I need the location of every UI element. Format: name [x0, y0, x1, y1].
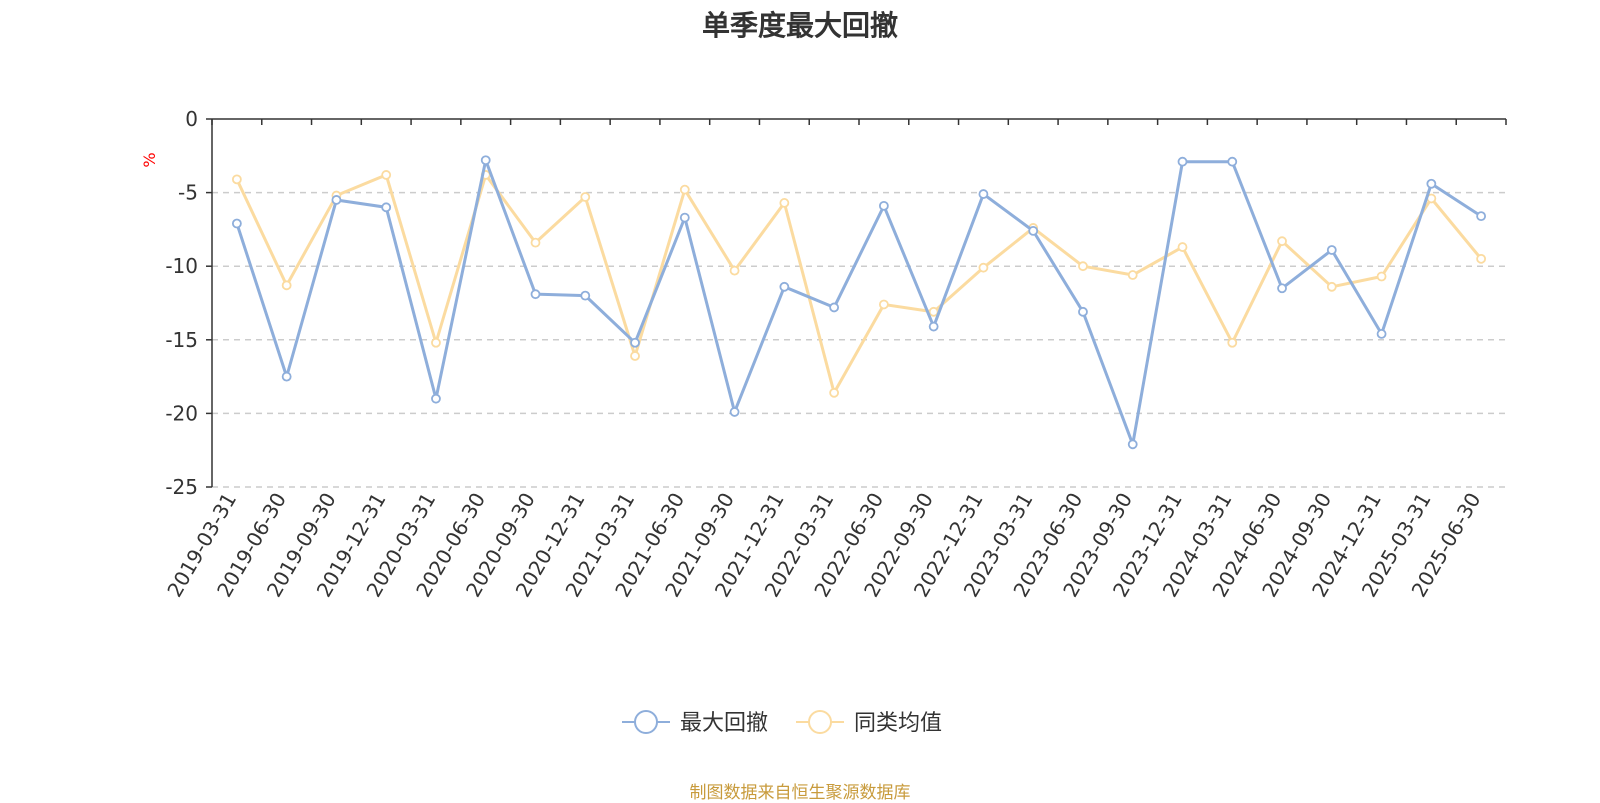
data-point[interactable] [1376, 271, 1387, 282]
legend-marker-icon [634, 710, 658, 734]
data-point[interactable] [580, 290, 591, 301]
legend-item-2[interactable]: 同类均值 [796, 710, 942, 736]
data-point[interactable] [281, 371, 292, 382]
legend-label: 同类均值 [854, 711, 942, 736]
data-point[interactable] [1078, 306, 1088, 317]
legend[interactable]: 最大回撤 同类均值 [622, 710, 942, 736]
data-point[interactable] [480, 155, 491, 166]
data-point[interactable] [231, 174, 242, 185]
data-point[interactable] [878, 200, 889, 211]
data-point[interactable] [1376, 329, 1387, 339]
data-point[interactable] [1426, 178, 1437, 189]
data-point[interactable] [381, 170, 392, 180]
data-point[interactable] [729, 265, 740, 276]
data-point[interactable] [1326, 245, 1337, 255]
data-point[interactable] [928, 306, 939, 317]
data-point[interactable] [1476, 211, 1487, 222]
data-point[interactable] [1227, 337, 1238, 348]
data-point[interactable] [779, 281, 790, 292]
data-point[interactable] [829, 302, 840, 313]
data-point[interactable] [630, 351, 640, 361]
data-point[interactable] [1177, 156, 1188, 167]
data-point[interactable] [1476, 253, 1487, 264]
legend-marker-icon [808, 710, 832, 734]
legend-label: 最大回撤 [680, 711, 768, 736]
y-tick-label: -15 [165, 328, 198, 352]
data-point[interactable] [331, 195, 342, 205]
x-tick-labels: 2019-03-312019-06-302019-09-302019-12-31… [162, 488, 1485, 601]
y-axis-label: % [140, 152, 159, 167]
data-point[interactable] [1127, 270, 1138, 280]
data-point[interactable] [381, 202, 392, 213]
data-point[interactable] [1227, 156, 1238, 167]
y-tick-label: -5 [178, 181, 198, 205]
legend-item-1[interactable]: 最大回撤 [622, 710, 768, 736]
data-point[interactable] [1127, 439, 1138, 450]
data-point[interactable] [679, 212, 690, 223]
data-point[interactable] [281, 280, 292, 291]
series-2 [231, 170, 1487, 398]
data-point[interactable] [928, 321, 939, 332]
data-point[interactable] [679, 184, 690, 195]
data-point[interactable] [530, 289, 541, 300]
series-line [235, 173, 1483, 395]
y-tick-label: -10 [165, 254, 198, 278]
data-point[interactable] [779, 198, 790, 208]
data-point[interactable] [729, 407, 740, 417]
series-line [235, 158, 1482, 446]
series-1 [231, 155, 1487, 450]
data-point[interactable] [580, 192, 591, 202]
grid-lines [212, 191, 1506, 488]
y-tick-label: 0 [185, 107, 198, 131]
data-point[interactable] [630, 337, 640, 348]
data-point[interactable] [1326, 281, 1337, 292]
y-tick-label: -25 [165, 475, 198, 499]
axes [206, 118, 1507, 488]
source-note: 制图数据来自恒生聚源数据库 [689, 783, 911, 803]
data-point[interactable] [530, 237, 541, 248]
y-tick-labels: 0 -5 -10 -15 -20 -25 [165, 107, 198, 499]
series-layer [231, 155, 1487, 450]
data-point[interactable] [978, 262, 989, 273]
data-point[interactable] [1078, 261, 1088, 272]
data-point[interactable] [978, 189, 989, 199]
data-point[interactable] [431, 393, 441, 404]
data-point[interactable] [1177, 242, 1188, 252]
data-point[interactable] [231, 218, 242, 229]
data-point[interactable] [829, 387, 840, 398]
chart-title: 单季度最大回撤 [701, 9, 898, 42]
data-point[interactable] [1277, 236, 1287, 247]
data-point[interactable] [1277, 283, 1287, 294]
data-point[interactable] [431, 337, 441, 348]
data-point[interactable] [878, 299, 889, 310]
y-tick-label: -20 [165, 401, 198, 425]
data-point[interactable] [1028, 225, 1039, 236]
